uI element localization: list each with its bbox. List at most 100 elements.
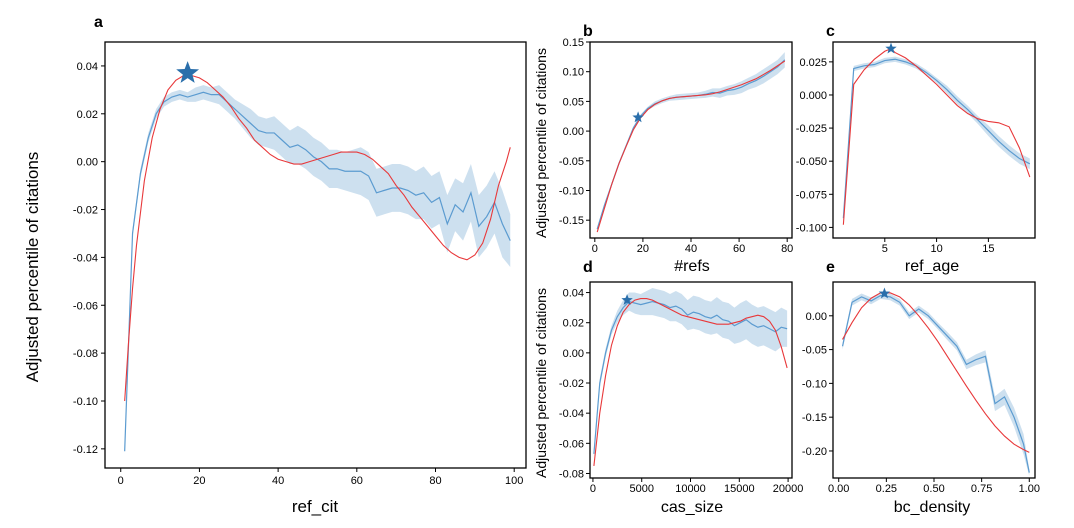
y-tick-label: 0.00 — [563, 126, 584, 138]
panel-a-plot: 0 20 40 60 80 100 0.04 0.02 0.00 -0.02 -0.04 -0.06 -… — [73, 41, 527, 487]
y-tick-label: -0.025 — [796, 123, 827, 135]
panel-c: c 5 10 15 0.025 0.000 -0.025 -0.050 -0.075 -0.10… — [796, 23, 1036, 275]
y-tick-label: -0.10 — [802, 378, 827, 390]
y-tick-label: 0.04 — [563, 288, 584, 300]
panel-c-xlabel: ref_age — [905, 258, 959, 275]
y-tick-label: -0.08 — [559, 468, 584, 480]
panel-c-letter: c — [826, 23, 835, 40]
y-tick-label: -0.05 — [802, 345, 827, 357]
y-tick-label: 0.15 — [563, 37, 584, 49]
x-tick-label: 0.00 — [828, 483, 849, 495]
fit-curve — [842, 47, 1031, 225]
x-tick-label: 0.50 — [923, 483, 944, 495]
confidence-band — [843, 56, 1030, 223]
x-tick-label: 60 — [351, 475, 363, 487]
mean-line — [593, 300, 788, 454]
confidence-band — [593, 288, 788, 459]
panel-d-ylabel: Adjusted percentile of citations — [533, 288, 549, 478]
x-tick-label: 0.75 — [971, 483, 992, 495]
fit-curve — [593, 298, 788, 467]
fit-curve — [124, 74, 511, 402]
plot-area — [593, 288, 788, 467]
panel-b-ylabel: Adjusted percentile of citations — [533, 48, 549, 238]
panel-e-letter: e — [826, 259, 835, 276]
y-tick-label: -0.12 — [73, 444, 98, 456]
y-tick-label: -0.02 — [73, 205, 98, 217]
x-tick-label: 0.25 — [876, 483, 897, 495]
x-tick-label: 20000 — [773, 483, 804, 495]
y-tick-label: -0.20 — [802, 446, 827, 458]
optimum-star-marker — [885, 42, 897, 54]
x-tick-label: 20 — [193, 475, 205, 487]
confidence-band — [124, 85, 511, 452]
panel-a: a 0 20 40 60 80 100 0.04 0.02 0.00 -0.02 -0.04 -0.0… — [23, 14, 527, 516]
x-tick-label: 1.00 — [1019, 483, 1040, 495]
x-tick-label: 0 — [590, 483, 596, 495]
x-tick-label: 80 — [781, 243, 793, 255]
x-tick-label: 20 — [637, 243, 649, 255]
x-tick-label: 10000 — [675, 483, 706, 495]
y-tick-label: -0.15 — [559, 215, 584, 227]
y-tick-label: 0.00 — [77, 157, 98, 169]
y-tick-label: 0.000 — [799, 90, 827, 102]
panel-e-plot: 0.00 0.25 0.50 0.75 1.00 0.00 -0.05 -0.10 -0.15 -… — [802, 281, 1040, 495]
y-tick-label: -0.100 — [796, 222, 827, 234]
panel-e: e 0.00 0.25 0.50 0.75 1.00 0.00 -0.05 -0.10 -0.1… — [802, 259, 1040, 516]
confidence-band — [597, 52, 785, 231]
panel-d-xlabel: cas_size — [661, 499, 723, 516]
panel-b-letter: b — [583, 23, 593, 40]
plot-area — [596, 52, 786, 233]
y-tick-label: 0.04 — [77, 61, 98, 73]
y-tick-label: 0.10 — [563, 67, 584, 79]
y-tick-label: 0.05 — [563, 96, 584, 108]
mean-line — [842, 58, 1031, 219]
y-tick-label: -0.04 — [559, 408, 584, 420]
plot-frame — [832, 41, 1036, 239]
y-tick-label: 0.00 — [806, 311, 827, 323]
y-tick-label: -0.15 — [802, 412, 827, 424]
x-tick-label: 0 — [592, 243, 598, 255]
plot-frame — [104, 41, 527, 469]
confidence-band — [842, 292, 1030, 476]
plot-area — [842, 47, 1031, 225]
optimum-star-marker — [878, 287, 891, 299]
panel-d: d 0 5000 10000 15000 20000 0.04 0.02 0.00 -0.02 -… — [533, 259, 803, 516]
x-tick-label: 10 — [930, 243, 942, 255]
y-tick-label: -0.10 — [73, 396, 98, 408]
fit-curve — [596, 60, 786, 233]
y-tick-label: -0.06 — [559, 438, 584, 450]
x-tick-label: 5 — [882, 243, 888, 255]
panel-a-letter: a — [94, 14, 103, 31]
plot-area — [841, 292, 1030, 476]
x-tick-label: 15 — [982, 243, 994, 255]
y-tick-label: 0.02 — [77, 109, 98, 121]
y-tick-label: -0.08 — [73, 348, 98, 360]
optimum-star-marker — [632, 111, 644, 123]
y-tick-label: -0.075 — [796, 189, 827, 201]
panel-d-letter: d — [583, 259, 593, 276]
plot-frame — [832, 281, 1036, 479]
y-tick-label: -0.10 — [559, 185, 584, 197]
panel-b: b 0 20 40 60 80 0.15 0.10 0.05 0.00 -0.05 -0.10 -0.… — [533, 23, 793, 275]
y-tick-label: -0.04 — [73, 252, 98, 264]
x-tick-label: 15000 — [724, 483, 755, 495]
y-tick-label: 0.02 — [563, 318, 584, 330]
x-tick-label: 80 — [429, 475, 441, 487]
x-tick-label: 100 — [505, 475, 523, 487]
x-tick-label: 40 — [272, 475, 284, 487]
y-tick-label: -0.02 — [559, 378, 584, 390]
x-tick-label: 60 — [733, 243, 745, 255]
optimum-star-marker — [176, 61, 200, 83]
panel-b-xlabel: #refs — [674, 258, 710, 275]
y-tick-label: 0.00 — [563, 348, 584, 360]
y-tick-label: -0.050 — [796, 156, 827, 168]
y-tick-label: 0.025 — [799, 57, 827, 69]
mean-line — [841, 294, 1030, 473]
panel-c-plot: 5 10 15 0.025 0.000 -0.025 -0.050 -0.075 -0.100 — [796, 41, 1036, 255]
panel-a-ylabel: Adjusted percentile of citations — [23, 152, 42, 383]
x-tick-label: 5000 — [629, 483, 653, 495]
panel-d-plot: 0 5000 10000 15000 20000 0.04 0.02 0.00 -0.02 -0.… — [559, 281, 804, 495]
panel-e-xlabel: bc_density — [894, 499, 971, 516]
y-tick-label: -0.06 — [73, 300, 98, 312]
